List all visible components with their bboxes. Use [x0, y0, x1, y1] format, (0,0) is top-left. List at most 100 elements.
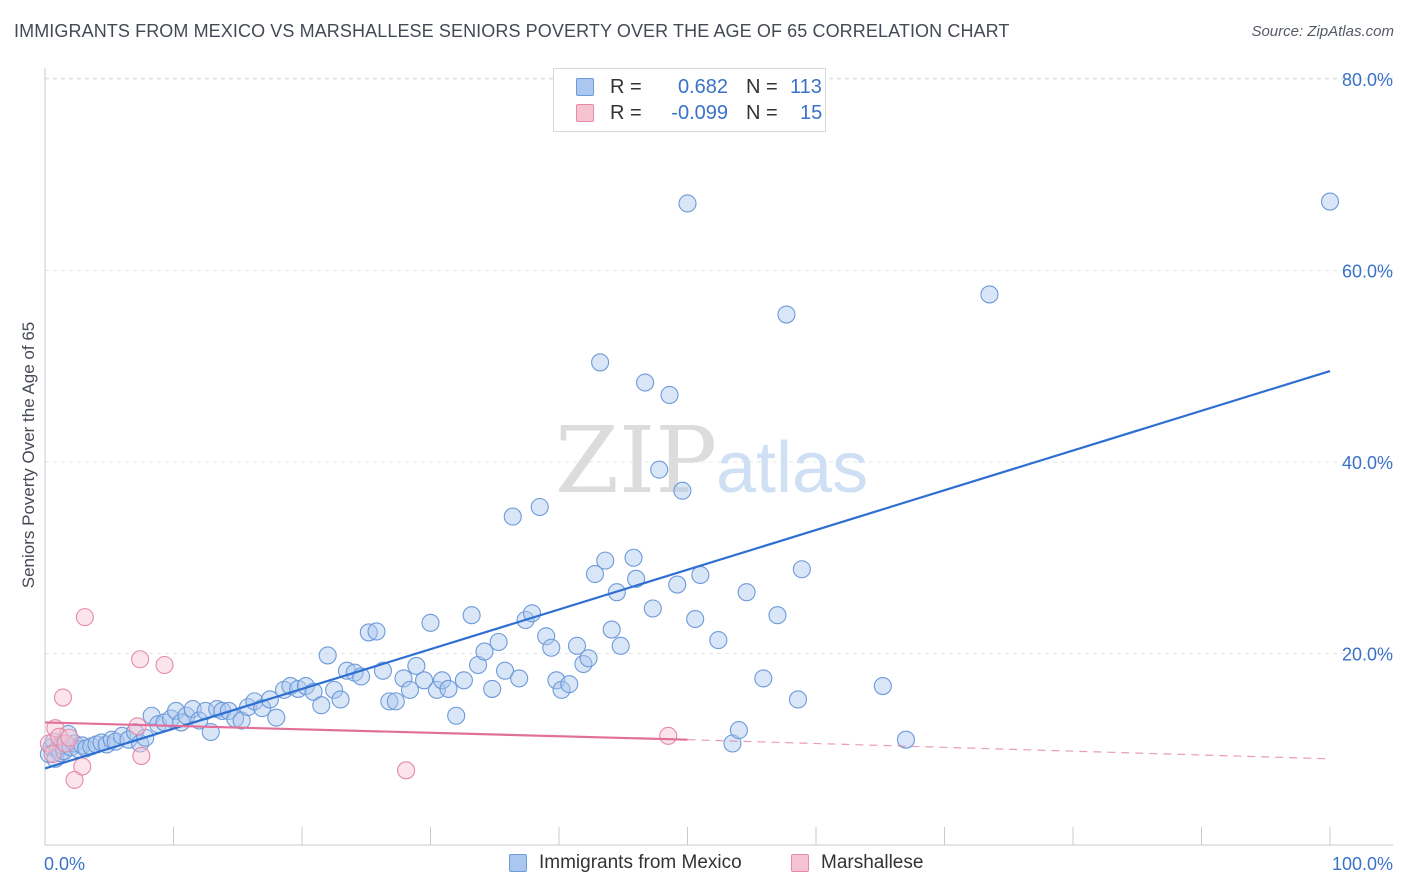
point-mexico	[777, 305, 796, 324]
point-mexico	[380, 692, 399, 711]
x-tick-label: 100.0%	[1332, 854, 1393, 874]
point-mexico	[792, 560, 811, 579]
y-tick-label: 20.0%	[1342, 645, 1393, 665]
point-mexico	[602, 620, 621, 639]
point-mexico	[400, 680, 419, 699]
point-mexico	[643, 599, 662, 618]
point-mexico	[636, 373, 655, 392]
point-mexico	[686, 609, 705, 629]
point-mexico	[611, 636, 630, 655]
legend-r-label: R =	[610, 75, 642, 98]
point-mexico	[530, 497, 549, 517]
point-mexico	[673, 481, 692, 500]
legend-swatch-mexico	[576, 78, 594, 96]
point-mexico	[754, 669, 773, 688]
data-points	[39, 192, 1340, 789]
legend-r-value: 0.682	[677, 75, 728, 98]
bottom-legend-marshallese: Marshallese	[791, 852, 923, 874]
point-mexico	[439, 679, 458, 698]
point-mexico	[483, 679, 502, 698]
point-mexico	[574, 654, 593, 674]
chart-title: IMMIGRANTS FROM MEXICO VS MARSHALLESE SE…	[14, 21, 1010, 41]
point-mexico	[367, 622, 386, 641]
point-marshallese	[131, 650, 150, 669]
point-mexico	[415, 671, 434, 690]
point-mexico	[560, 675, 579, 694]
trend-line-mexico	[44, 369, 1331, 770]
point-mexico	[394, 669, 413, 688]
trend-lines	[44, 369, 1331, 770]
point-marshallese	[53, 688, 73, 707]
point-mexico	[624, 548, 643, 567]
point-marshallese	[132, 746, 151, 766]
axis-labels: 20.0% 40.0% 60.0% 80.0% 0.0% 100.0% Seniors Po…	[19, 70, 1393, 874]
point-marshallese	[60, 728, 79, 747]
gridlines	[45, 77, 1393, 654]
point-marshallese	[659, 726, 678, 745]
legend-swatch-marshallese	[576, 104, 594, 122]
point-mexico	[421, 613, 440, 632]
point-mexico	[737, 583, 756, 602]
point-marshallese	[155, 655, 174, 675]
watermark-zip: ZIP	[555, 407, 717, 514]
point-mexico	[318, 646, 337, 665]
bottom-legend-label-marshallese: Marshallese	[821, 852, 924, 873]
point-mexico	[503, 507, 522, 526]
legend-r-label: R =	[610, 101, 642, 124]
y-tick-label: 80.0%	[1342, 70, 1393, 90]
bottom-legend-swatch-marshallese	[791, 854, 809, 872]
point-mexico	[591, 353, 610, 372]
point-mexico	[650, 460, 669, 479]
point-mexico	[454, 671, 473, 690]
bottom-legend-mexico: Immigrants from Mexico	[509, 852, 742, 874]
point-mexico	[331, 690, 350, 709]
point-mexico	[668, 575, 687, 594]
point-mexico	[267, 708, 286, 727]
bottom-legend-label-mexico: Immigrants from Mexico	[539, 852, 742, 873]
point-marshallese	[75, 608, 94, 627]
point-mexico	[579, 649, 598, 668]
legend-n-value: 113	[790, 75, 822, 98]
bottom-legend-swatch-mexico	[509, 854, 527, 872]
point-marshallese	[397, 761, 416, 780]
trend-line-marshallese	[44, 721, 688, 741]
point-mexico	[495, 661, 515, 680]
point-mexico	[325, 680, 344, 699]
point-mexico	[788, 690, 808, 709]
point-mexico	[567, 636, 587, 655]
point-mexico	[462, 606, 481, 625]
point-mexico	[489, 632, 508, 652]
point-marshallese	[128, 717, 147, 736]
legend-n-label: N =	[746, 101, 778, 124]
axes	[44, 68, 1393, 846]
point-mexico	[873, 677, 892, 696]
legend-n-value: 15	[800, 101, 823, 124]
point-mexico	[1320, 192, 1340, 211]
point-mexico	[373, 661, 393, 680]
point-mexico	[537, 627, 556, 646]
point-mexico	[678, 194, 697, 213]
point-mexico	[312, 696, 331, 715]
point-mexico	[386, 692, 405, 711]
correlation-legend: R = 0.682 N = 113 R = -0.099 N = 15	[553, 68, 826, 132]
legend-row-mexico: R = 0.682 N = 113	[576, 74, 830, 100]
point-mexico	[768, 606, 787, 625]
point-marshallese	[73, 757, 92, 776]
point-mexico	[896, 730, 916, 749]
watermark-atlas: atlas	[716, 428, 868, 508]
y-tick-label: 40.0%	[1342, 453, 1393, 473]
point-marshallese	[65, 770, 84, 789]
point-mexico	[627, 569, 646, 588]
point-mexico	[660, 385, 679, 405]
source-label: Source: ZipAtlas.com	[1251, 23, 1394, 40]
point-mexico	[980, 285, 999, 304]
trend-line-marshallese-extension	[687, 739, 1331, 760]
point-mexico	[475, 642, 494, 661]
point-mexico	[709, 631, 728, 650]
x-tick-label: 0.0%	[44, 854, 85, 874]
legend-r-value: -0.099	[671, 101, 728, 124]
point-mexico	[407, 656, 426, 675]
y-axis-label: Seniors Poverty Over the Age of 65	[19, 322, 38, 588]
point-mexico	[691, 565, 710, 585]
point-mexico	[596, 551, 615, 570]
